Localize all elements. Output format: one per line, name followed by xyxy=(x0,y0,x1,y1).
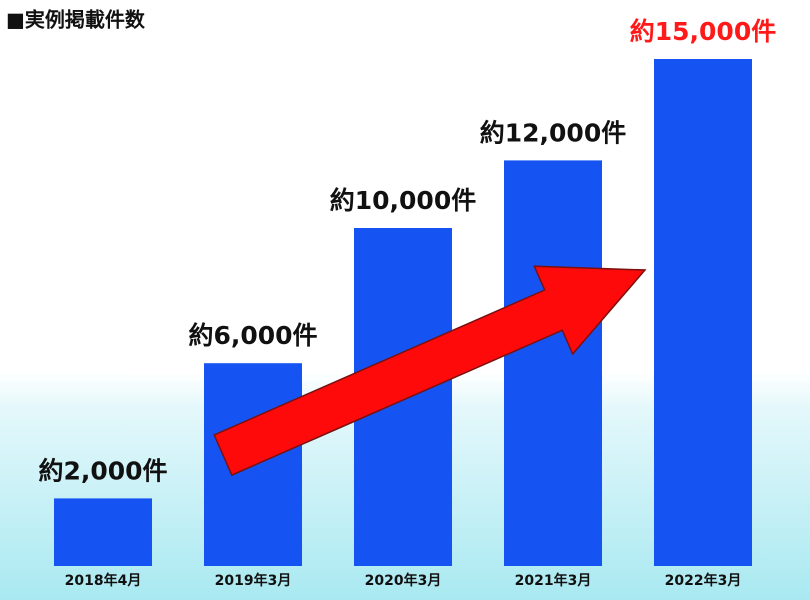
bar xyxy=(504,160,602,566)
trend-arrow xyxy=(213,265,647,477)
x-tick-label: 2020年3月 xyxy=(365,572,442,589)
value-label: 約10,000件 xyxy=(330,186,476,215)
bar xyxy=(654,59,752,566)
chart-title: ■実例掲載件数 xyxy=(6,8,146,32)
x-tick-label: 2022年3月 xyxy=(665,572,742,589)
value-label: 約12,000件 xyxy=(480,118,626,147)
value-label: 約2,000件 xyxy=(38,456,167,485)
bars xyxy=(54,59,752,566)
x-tick-label: 2021年3月 xyxy=(515,572,592,589)
value-label: 約6,000件 xyxy=(188,321,317,350)
x-tick-label: 2018年4月 xyxy=(65,572,142,589)
bar xyxy=(54,498,152,566)
labels: 約2,000件 2018年4月 約6,000件 2019年3月 約10,000件 2020… xyxy=(38,17,776,589)
value-label: 約15,000件 xyxy=(630,17,776,46)
x-tick-label: 2019年3月 xyxy=(215,572,292,589)
